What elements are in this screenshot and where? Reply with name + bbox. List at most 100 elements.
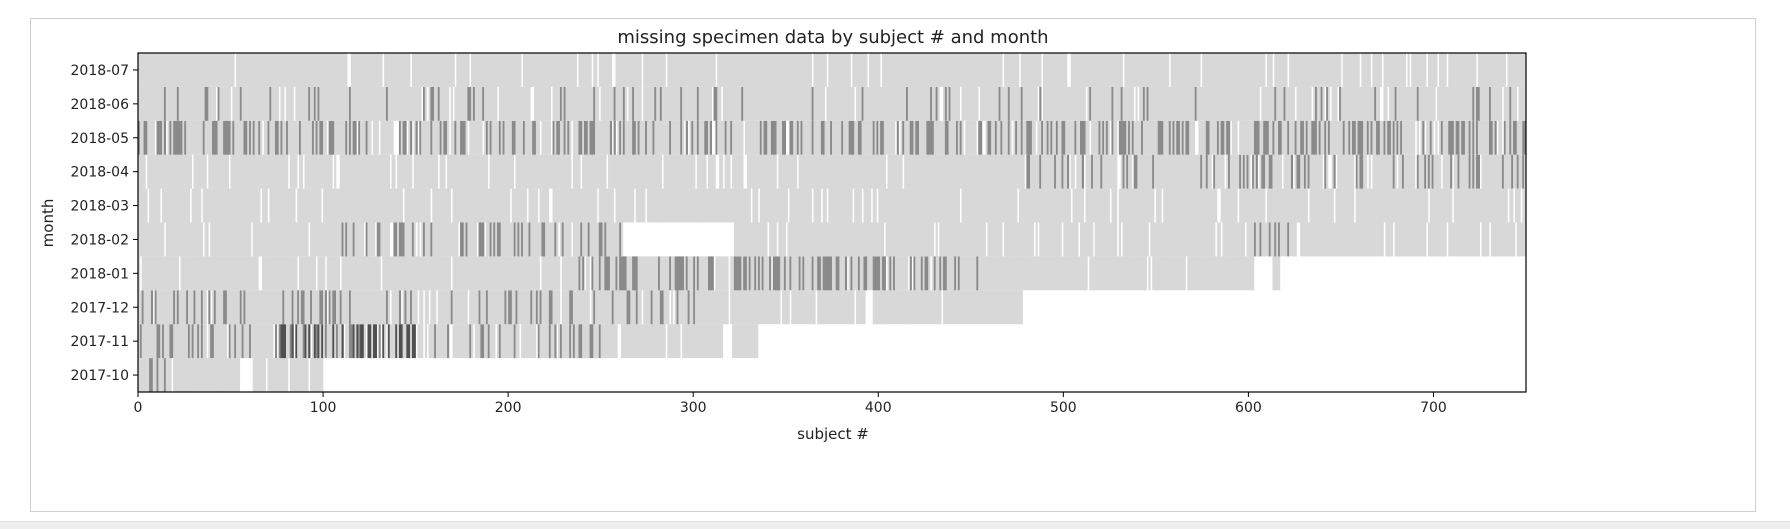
heatmap-cell bbox=[419, 120, 422, 155]
heatmap-cell bbox=[791, 188, 794, 223]
heatmap-cell bbox=[593, 120, 596, 155]
heatmap-cell bbox=[706, 256, 709, 291]
heatmap-cell bbox=[469, 188, 472, 223]
heatmap-cell bbox=[256, 256, 259, 291]
heatmap-cell bbox=[743, 222, 746, 257]
heatmap-cell bbox=[876, 256, 879, 291]
heatmap-cell bbox=[737, 86, 740, 121]
heatmap-cell bbox=[1496, 222, 1499, 257]
heatmap-cell bbox=[1274, 86, 1277, 121]
heatmap-cell bbox=[1451, 222, 1455, 257]
heatmap-cell bbox=[299, 324, 302, 359]
heatmap-cell bbox=[476, 154, 479, 189]
heatmap-cell bbox=[1352, 222, 1355, 257]
heatmap-cell bbox=[1240, 154, 1244, 189]
heatmap-cell bbox=[683, 290, 687, 325]
heatmap-cell bbox=[258, 154, 261, 189]
heatmap-cell bbox=[1128, 188, 1131, 223]
heatmap-cell bbox=[393, 188, 396, 223]
heatmap-cell bbox=[182, 154, 185, 189]
heatmap-row-2018-03 bbox=[138, 188, 1527, 223]
heatmap-cell bbox=[1509, 188, 1512, 223]
heatmap-cell bbox=[1498, 222, 1501, 257]
heatmap-cell bbox=[696, 154, 700, 189]
heatmap-cell bbox=[373, 222, 376, 257]
heatmap-cell bbox=[783, 222, 787, 257]
heatmap-cell bbox=[350, 120, 353, 155]
heatmap-cell bbox=[178, 86, 181, 121]
heatmap-cell bbox=[195, 86, 198, 121]
heatmap-cell bbox=[282, 290, 285, 325]
heatmap-cell bbox=[163, 256, 167, 291]
heatmap-cell bbox=[485, 86, 489, 121]
heatmap-cell bbox=[569, 120, 572, 155]
heatmap-cell bbox=[604, 324, 607, 359]
heatmap-cell bbox=[1268, 86, 1271, 121]
heatmap-cell bbox=[1148, 256, 1151, 291]
heatmap-cell bbox=[408, 256, 411, 291]
heatmap-cell bbox=[1139, 222, 1142, 257]
heatmap-cell bbox=[441, 188, 444, 223]
heatmap-cell bbox=[665, 290, 668, 325]
heatmap-cell bbox=[1344, 120, 1347, 155]
heatmap-cell bbox=[1272, 86, 1275, 121]
heatmap-cell bbox=[1231, 154, 1234, 189]
heatmap-cell bbox=[983, 86, 986, 121]
heatmap-cell bbox=[1390, 86, 1394, 121]
heatmap-cell bbox=[822, 222, 825, 257]
heatmap-cell bbox=[985, 154, 988, 189]
heatmap-cell bbox=[373, 290, 376, 325]
heatmap-cell bbox=[156, 154, 159, 189]
heatmap-cell bbox=[178, 290, 181, 325]
heatmap-cell bbox=[1259, 188, 1262, 223]
heatmap-cell bbox=[497, 188, 500, 223]
heatmap-cell bbox=[1205, 120, 1208, 155]
heatmap-cell bbox=[1444, 86, 1447, 121]
heatmap-cell bbox=[1211, 188, 1214, 223]
heatmap-cell bbox=[817, 222, 820, 257]
heatmap-cell bbox=[347, 222, 350, 257]
heatmap-cell bbox=[967, 188, 970, 223]
heatmap-cell bbox=[682, 120, 685, 155]
heatmap-cell bbox=[1118, 188, 1122, 223]
heatmap-cell bbox=[906, 256, 909, 291]
heatmap-cell bbox=[500, 120, 503, 155]
heatmap-cell bbox=[1085, 154, 1088, 189]
heatmap-cell bbox=[169, 86, 172, 121]
heatmap-cell bbox=[830, 86, 833, 121]
heatmap-cell bbox=[926, 256, 929, 291]
heatmap-cell bbox=[165, 358, 168, 392]
heatmap-cell bbox=[622, 154, 626, 189]
heatmap-cell bbox=[1402, 188, 1405, 223]
heatmap-cell bbox=[887, 154, 890, 189]
heatmap-cell bbox=[719, 290, 722, 325]
heatmap-cell bbox=[944, 154, 948, 189]
heatmap-cell bbox=[352, 120, 355, 155]
heatmap-cell bbox=[354, 256, 357, 291]
heatmap-cell bbox=[1009, 188, 1012, 223]
heatmap-cell bbox=[1129, 86, 1133, 121]
heatmap-cell bbox=[289, 222, 292, 257]
heatmap-cell bbox=[365, 120, 368, 155]
heatmap-cell bbox=[637, 86, 640, 121]
heatmap-cell bbox=[869, 120, 872, 155]
heatmap-cell bbox=[1020, 86, 1023, 121]
heatmap-cell bbox=[552, 86, 555, 121]
heatmap-cell bbox=[299, 120, 302, 155]
heatmap-cell bbox=[1246, 86, 1249, 121]
heatmap-cell bbox=[757, 256, 761, 291]
heatmap-cell bbox=[404, 222, 407, 257]
heatmap-cell bbox=[907, 154, 911, 189]
heatmap-cell bbox=[857, 188, 861, 223]
heatmap-cell bbox=[1165, 154, 1168, 189]
heatmap-cell bbox=[376, 86, 379, 121]
heatmap-cell bbox=[754, 256, 757, 291]
heatmap-cell bbox=[820, 222, 824, 257]
heatmap-cell bbox=[880, 154, 883, 189]
heatmap-cell bbox=[528, 120, 531, 155]
heatmap-cell bbox=[274, 256, 278, 291]
heatmap-cell bbox=[869, 222, 872, 257]
heatmap-cell bbox=[249, 290, 252, 325]
heatmap-cell bbox=[1422, 86, 1425, 121]
heatmap-cell bbox=[162, 188, 165, 223]
